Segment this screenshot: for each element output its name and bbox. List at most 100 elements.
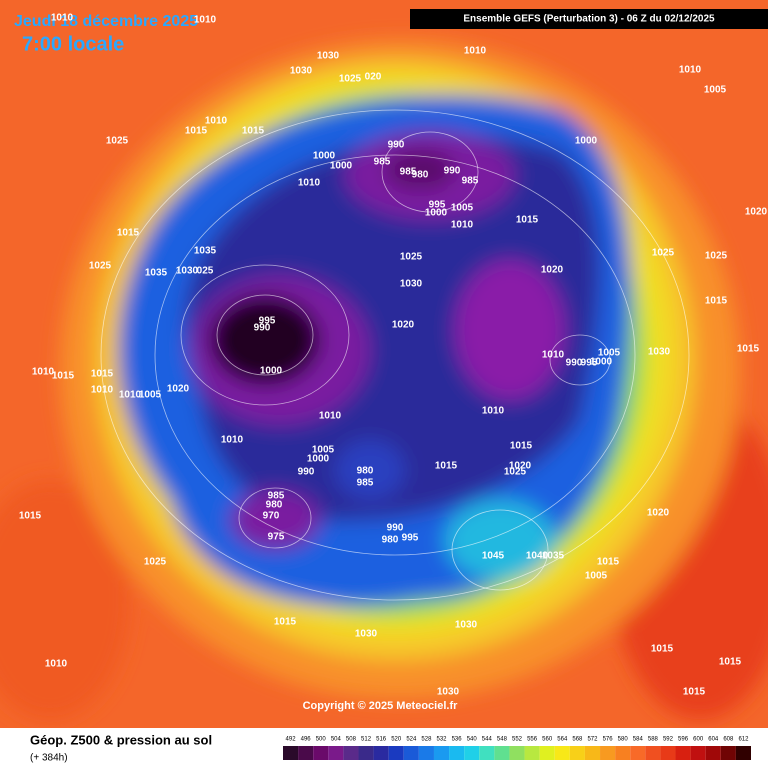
pressure-label: 990 (388, 140, 405, 151)
pressure-label: 995 (429, 200, 446, 211)
pressure-label: 985 (374, 157, 391, 168)
pressure-label: 1035 (542, 551, 565, 562)
pressure-label: 1010 (32, 367, 55, 378)
pressure-label: 975 (268, 532, 285, 543)
pressure-label: 1020 (509, 461, 532, 472)
scale-swatch (615, 746, 631, 760)
scale-label: 588 (648, 737, 659, 743)
pressure-label: 990 (254, 323, 271, 334)
scale-swatch (418, 746, 434, 760)
scale-label: 536 (452, 737, 463, 743)
scale-swatch (660, 746, 676, 760)
pressure-label: 980 (266, 500, 283, 511)
scale-label: 592 (663, 737, 674, 743)
pressure-label: 1015 (185, 126, 208, 137)
pressure-label: 1020 (392, 320, 415, 331)
scale-label: 552 (512, 737, 523, 743)
scale-swatch (494, 746, 510, 760)
scale-label: 544 (482, 737, 493, 743)
pressure-label: 1035 (145, 268, 168, 279)
scale-label: 580 (618, 737, 629, 743)
pressure-label: 985 (357, 478, 374, 489)
pressure-label: 1015 (242, 126, 265, 137)
pressure-label: 1025 (504, 467, 527, 478)
pressure-label: 1020 (745, 207, 768, 218)
scale-label: 596 (678, 737, 689, 743)
scale-label: 516 (376, 737, 387, 743)
scale-label: 608 (723, 737, 734, 743)
isobar (154, 154, 636, 556)
pressure-label: 1020 (647, 508, 670, 519)
scale-swatch (600, 746, 616, 760)
scale-label: 568 (572, 737, 583, 743)
scale-swatch (509, 746, 525, 760)
pressure-label: 980 (412, 170, 429, 181)
scale-swatch (358, 746, 374, 760)
pressure-label: 1000 (330, 161, 353, 172)
pressure-label: 1025 (339, 74, 362, 85)
scale-label: 600 (693, 737, 704, 743)
scale-swatch (343, 746, 359, 760)
pressure-label: 1015 (52, 371, 75, 382)
pressure-label: 1005 (585, 571, 608, 582)
pressure-label: 1000 (260, 366, 283, 377)
scale-swatch (690, 746, 706, 760)
pressure-label: 1015 (737, 344, 760, 355)
pressure-label: 1010 (194, 15, 217, 26)
pressure-label: 990 (566, 358, 583, 369)
pressure-label: 985 (462, 176, 479, 187)
scale-label: 576 (603, 737, 614, 743)
pressure-label: 1015 (19, 511, 42, 522)
scale-swatch (584, 746, 601, 760)
model-banner (410, 9, 768, 29)
scale-swatch (464, 746, 480, 760)
scale-label: 500 (316, 737, 327, 743)
isobar (100, 109, 690, 601)
pressure-label: 1015 (683, 687, 706, 698)
pressure-label: 1030 (290, 66, 313, 77)
scale-label: 492 (286, 737, 297, 743)
pressure-label: 1015 (117, 228, 140, 239)
scale-label: 508 (346, 737, 357, 743)
legend-subtitle: (+ 384h) (30, 753, 68, 764)
isobar (216, 294, 314, 376)
scale-label: 496 (301, 737, 312, 743)
pressure-label: 1000 (590, 357, 613, 368)
pressure-label: 1030 (317, 51, 340, 62)
scale-swatch (433, 746, 450, 760)
pressure-label: 1000 (307, 454, 330, 465)
scale-label: 520 (391, 737, 402, 743)
scale-swatch (539, 746, 555, 760)
pressure-label: 980 (357, 466, 374, 477)
pressure-label: 1015 (719, 657, 742, 668)
pressure-label: 995 (402, 533, 419, 544)
scale-label: 524 (406, 737, 417, 743)
pressure-label: 020 (365, 72, 382, 83)
pressure-label: 1010 (451, 220, 474, 231)
scale-swatch (449, 746, 465, 760)
pressure-label: 1005 (704, 85, 727, 96)
pressure-label: 1000 (425, 208, 448, 219)
scale-label: 604 (708, 737, 719, 743)
pressure-label: 1045 (482, 551, 505, 562)
scale-swatch (403, 746, 419, 760)
pressure-label: 1015 (435, 461, 458, 472)
scale-label: 504 (331, 737, 342, 743)
scale-swatch (630, 746, 646, 760)
pressure-label: 1000 (313, 151, 336, 162)
forecast-date: Jeudi 18 décembre 2025 (14, 13, 198, 30)
pressure-label: 990 (444, 166, 461, 177)
scale-swatch (675, 746, 691, 760)
pressure-label: 1025 (705, 251, 728, 262)
scale-label: 564 (557, 737, 568, 743)
pressure-label: 1005 (139, 390, 162, 401)
pressure-label: 1005 (598, 348, 621, 359)
pressure-label: 1010 (45, 659, 68, 670)
isobar (549, 334, 611, 386)
pressure-label: 1000 (575, 136, 598, 147)
scale-swatch (554, 746, 570, 760)
pressure-label: 1040 (526, 551, 549, 562)
pressure-label: 1030 (437, 687, 460, 698)
pressure-label: 1025 (89, 261, 112, 272)
